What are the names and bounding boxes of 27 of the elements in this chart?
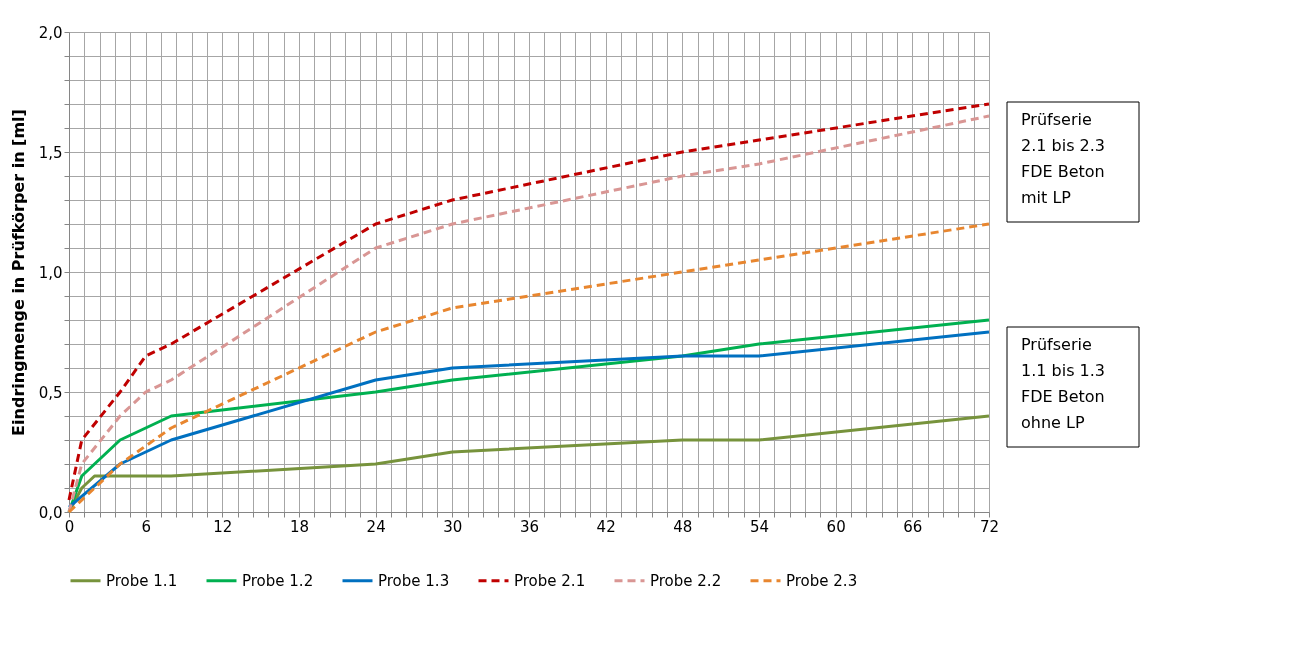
x-tick-label: 60 <box>826 517 846 536</box>
legend-label: Probe 1.1 <box>106 571 178 590</box>
y-tick-label: 0,0 <box>38 503 63 522</box>
y-tick-label: 2,0 <box>38 23 63 42</box>
y-tick-label: 1,5 <box>38 143 63 162</box>
x-tick-label: 30 <box>443 517 463 536</box>
x-tick-label: 24 <box>366 517 386 536</box>
x-tick-label: 0 <box>64 517 75 536</box>
legend-label: Probe 2.2 <box>650 571 722 590</box>
x-tick-label: 12 <box>213 517 233 536</box>
x-tick-label: 54 <box>749 517 770 536</box>
x-tick-label: 48 <box>673 517 693 536</box>
legend-label: Probe 2.1 <box>514 571 586 590</box>
y-tick-label: 0,5 <box>38 383 63 402</box>
text: Prüfserie 1.1 bis 1.3 FDE Beton ohne LP <box>1021 335 1105 432</box>
x-tick-label: 72 <box>979 517 1000 536</box>
y-axis-title: Eindringmenge in Prüfkörper in [ml] <box>8 109 28 436</box>
x-tick-label: 66 <box>903 517 923 536</box>
y-tick-label: 1,0 <box>38 263 63 282</box>
x-tick-label: 18 <box>289 517 310 536</box>
x-tick-label: 42 <box>596 517 616 536</box>
x-tick-label: 6 <box>141 517 151 536</box>
legend-label: Probe 1.2 <box>242 571 314 590</box>
legend-label: Probe 2.3 <box>786 571 858 590</box>
legend-label: Probe 1.3 <box>378 571 450 590</box>
x-tick-label: 36 <box>519 517 540 536</box>
text: Prüfserie 2.1 bis 2.3 FDE Beton mit LP <box>1021 110 1105 207</box>
